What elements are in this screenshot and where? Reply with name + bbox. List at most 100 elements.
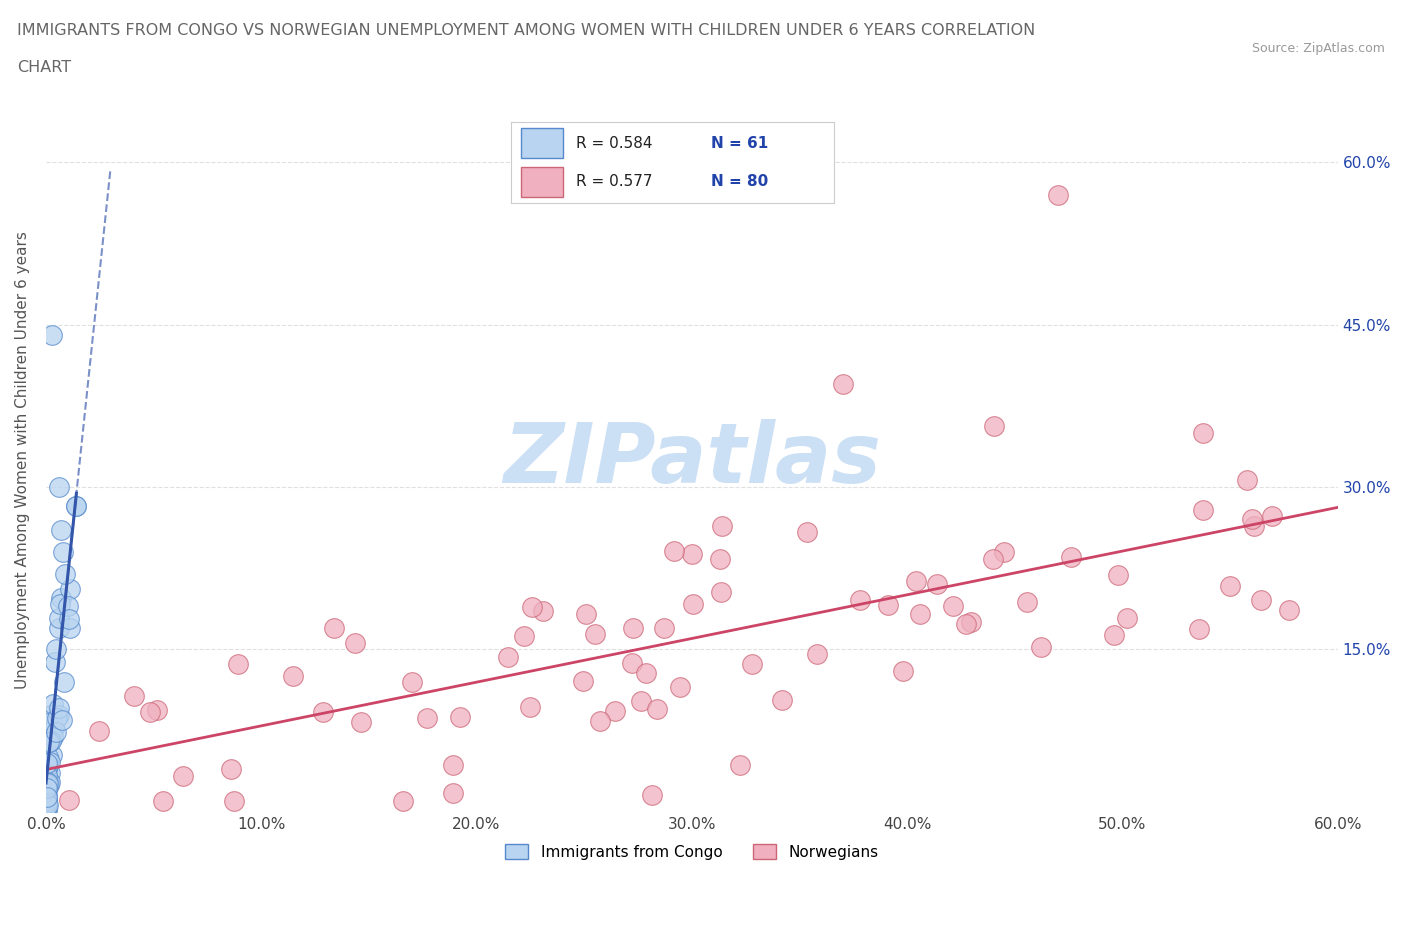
Text: CHART: CHART: [17, 60, 70, 75]
Point: [35, 781, 58, 796]
Point: [1017, 594, 1039, 609]
Point: [48, 480, 70, 495]
Point: [35, 793, 58, 808]
Point: [981, 551, 1004, 566]
Point: [1188, 622, 1211, 637]
Point: [513, 628, 536, 643]
Point: [52, 674, 75, 689]
Text: Source: ZipAtlas.com: Source: ZipAtlas.com: [1251, 42, 1385, 55]
Point: [522, 599, 544, 614]
Point: [391, 793, 413, 808]
Point: [35, 788, 58, 803]
Point: [37, 755, 59, 770]
Point: [222, 793, 245, 808]
Point: [37, 750, 59, 764]
Point: [877, 598, 900, 613]
Point: [983, 418, 1005, 433]
Point: [65, 498, 87, 513]
Point: [312, 704, 335, 719]
Point: [39, 765, 62, 780]
Point: [35, 777, 58, 791]
Point: [1107, 568, 1129, 583]
Point: [1261, 509, 1284, 524]
Point: [41, 697, 63, 711]
Point: [496, 650, 519, 665]
Point: [662, 544, 685, 559]
Point: [401, 674, 423, 689]
Point: [583, 627, 606, 642]
Point: [172, 768, 194, 783]
Point: [741, 657, 763, 671]
Point: [58, 611, 80, 626]
Point: [35, 775, 58, 790]
Point: [38, 776, 60, 790]
Point: [49, 591, 72, 605]
Point: [39, 734, 62, 749]
Point: [39, 774, 62, 789]
Point: [35, 800, 58, 815]
Point: [48, 701, 70, 716]
Point: [37, 757, 59, 772]
Point: [58, 793, 80, 808]
Point: [441, 758, 464, 773]
Point: [959, 615, 981, 630]
Point: [1115, 610, 1137, 625]
Point: [682, 597, 704, 612]
Point: [51, 712, 73, 727]
Point: [35, 796, 58, 811]
Point: [1046, 187, 1069, 202]
Legend: Immigrants from Congo, Norwegians: Immigrants from Congo, Norwegians: [498, 836, 886, 868]
Point: [87, 724, 110, 738]
Point: [38, 754, 60, 769]
Y-axis label: Unemployment Among Women with Children Under 6 years: Unemployment Among Women with Children U…: [15, 231, 30, 689]
Point: [652, 620, 675, 635]
Point: [48, 611, 70, 626]
Point: [281, 669, 304, 684]
Point: [1102, 627, 1125, 642]
Point: [37, 776, 59, 790]
Point: [56, 599, 79, 614]
Point: [44, 655, 66, 670]
Point: [572, 674, 595, 689]
Point: [441, 786, 464, 801]
Point: [35, 716, 58, 731]
Point: [955, 617, 977, 631]
Point: [1250, 592, 1272, 607]
Point: [449, 710, 471, 724]
Point: [37, 757, 59, 772]
Point: [59, 582, 82, 597]
Point: [1278, 603, 1301, 618]
Point: [904, 574, 927, 589]
Point: [35, 793, 58, 808]
Point: [37, 798, 59, 813]
Point: [1236, 472, 1258, 487]
Text: ZIPatlas: ZIPatlas: [503, 419, 880, 500]
Point: [709, 551, 731, 566]
Point: [48, 708, 70, 723]
Point: [45, 642, 67, 657]
Point: [634, 666, 657, 681]
Point: [1240, 512, 1263, 526]
Point: [41, 328, 63, 343]
Point: [908, 606, 931, 621]
Point: [49, 523, 72, 538]
Point: [891, 663, 914, 678]
Point: [993, 544, 1015, 559]
Text: IMMIGRANTS FROM CONGO VS NORWEGIAN UNEMPLOYMENT AMONG WOMEN WITH CHILDREN UNDER : IMMIGRANTS FROM CONGO VS NORWEGIAN UNEMP…: [17, 23, 1035, 38]
Point: [48, 620, 70, 635]
Point: [35, 804, 58, 818]
Point: [344, 635, 367, 650]
Point: [640, 788, 662, 803]
Point: [39, 725, 62, 740]
Point: [39, 708, 62, 723]
Point: [152, 793, 174, 808]
Point: [574, 606, 596, 621]
Point: [41, 748, 63, 763]
Point: [630, 694, 652, 709]
Point: [942, 598, 965, 613]
Point: [772, 693, 794, 708]
Point: [710, 585, 733, 600]
Point: [228, 657, 250, 671]
Point: [122, 689, 145, 704]
Point: [806, 646, 828, 661]
